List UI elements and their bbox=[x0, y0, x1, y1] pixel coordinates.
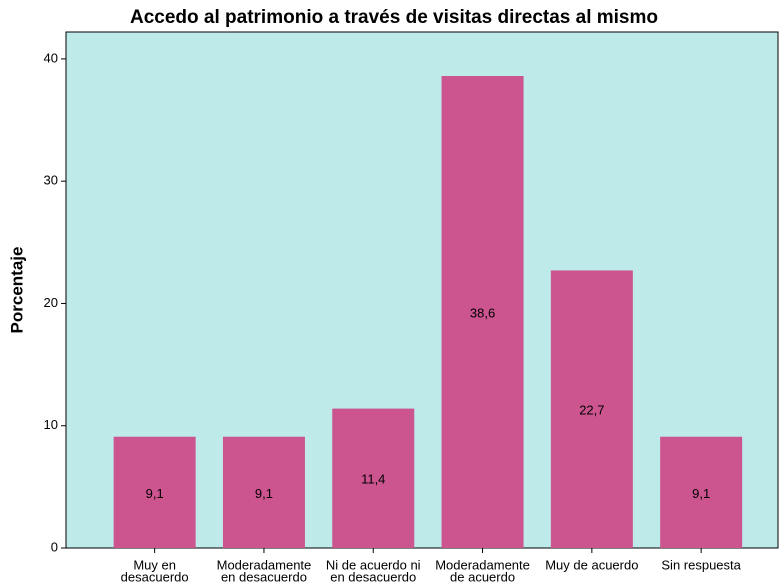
bar bbox=[660, 436, 743, 548]
x-tick-label: Moderadamente bbox=[217, 557, 312, 572]
y-tick-label: 30 bbox=[44, 173, 58, 188]
value-label: 9,1 bbox=[255, 486, 273, 501]
bar bbox=[550, 270, 633, 548]
x-tick-label: desacuerdo bbox=[121, 569, 189, 584]
y-tick-label: 0 bbox=[51, 539, 58, 554]
x-tick-label: en desacuerdo bbox=[221, 569, 307, 584]
x-tick-label: en desacuerdo bbox=[330, 569, 416, 584]
x-tick-label: Sin respuesta bbox=[661, 557, 741, 572]
y-tick-label: 20 bbox=[44, 295, 58, 310]
bar bbox=[441, 76, 524, 549]
x-tick-label: Muy de acuerdo bbox=[545, 557, 638, 572]
x-tick-label: de acuerdo bbox=[450, 569, 515, 584]
bar bbox=[332, 408, 415, 548]
chart-title: Accedo al patrimonio a través de visitas… bbox=[130, 7, 658, 28]
x-tick-label: Ni de acuerdo ni bbox=[326, 557, 421, 572]
bar bbox=[222, 436, 305, 548]
value-label: 9,1 bbox=[146, 486, 164, 501]
x-tick-label: Muy en bbox=[133, 557, 176, 572]
value-label: 22,7 bbox=[579, 403, 604, 418]
value-label: 11,4 bbox=[361, 472, 385, 487]
y-axis-label: Porcentaje bbox=[7, 247, 26, 334]
y-tick-label: 40 bbox=[44, 50, 58, 65]
y-tick-label: 10 bbox=[44, 417, 58, 432]
value-label: 38,6 bbox=[470, 305, 495, 320]
value-label: 9,1 bbox=[692, 486, 710, 501]
x-tick-label: Moderadamente bbox=[435, 557, 530, 572]
bar bbox=[113, 436, 196, 548]
